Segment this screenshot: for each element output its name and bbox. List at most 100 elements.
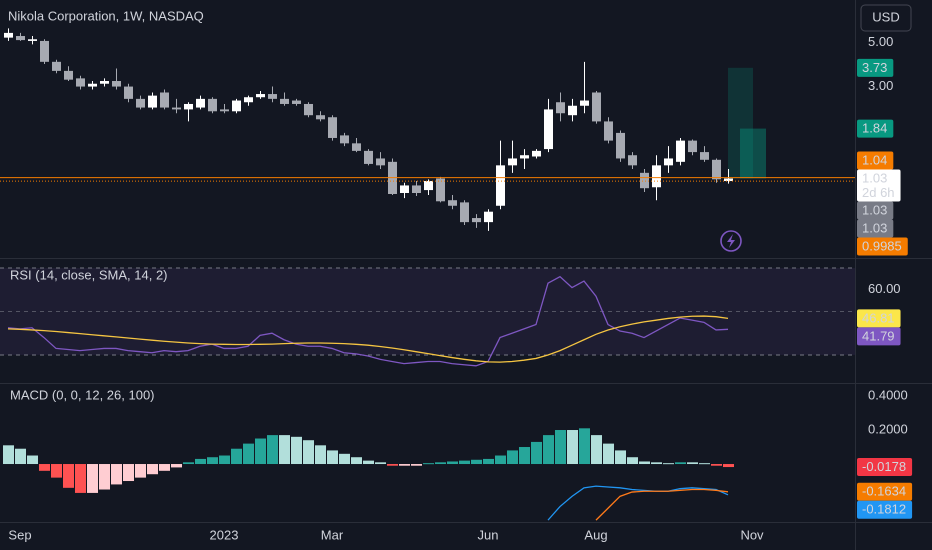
histogram-bar (15, 448, 26, 465)
candle-body (376, 158, 385, 166)
candle-body (628, 155, 637, 166)
candle-body (232, 100, 241, 112)
price-tag (857, 201, 894, 220)
candle-body (508, 158, 517, 166)
candle-body (472, 218, 481, 223)
price-tag-label: 1.03 (862, 170, 887, 185)
histogram-bar (75, 464, 86, 493)
price-tag (857, 219, 894, 238)
histogram-bar (591, 435, 602, 465)
candle-body (424, 181, 433, 191)
candle-body (436, 178, 445, 202)
candle-body (652, 165, 661, 188)
histogram-bar (411, 464, 422, 466)
indicator-line (7, 315, 729, 363)
candle-body (532, 150, 541, 157)
currency-button-frame[interactable] (860, 4, 912, 32)
macd-line (595, 488, 729, 521)
histogram-bar (399, 464, 410, 466)
histogram-bar (615, 450, 626, 465)
price-tag (857, 58, 894, 77)
histogram-bar (159, 464, 170, 471)
histogram-bar (123, 464, 134, 482)
currency-label[interactable]: USD (872, 9, 899, 24)
candle-body (556, 102, 565, 114)
position-target-zone (740, 128, 766, 179)
candle-body (640, 172, 649, 189)
histogram-bar (555, 430, 566, 465)
histogram-bar (483, 458, 494, 465)
y-tick-label: 60.00 (868, 281, 901, 296)
histogram-bar (183, 462, 194, 465)
candle-body (700, 152, 709, 160)
histogram-bar (651, 462, 662, 465)
candle-body (712, 159, 721, 180)
x-tick-label: Nov (740, 527, 764, 542)
x-tick-label: Mar (321, 527, 344, 542)
candle-body (676, 140, 685, 162)
histogram-bar (531, 441, 542, 465)
histogram-bar (603, 443, 614, 465)
histogram-bar (99, 464, 110, 490)
alert-icon-bolt[interactable] (727, 234, 735, 248)
candle-body (340, 135, 349, 144)
price-tag-label: 1.84 (862, 121, 887, 136)
candle-body (352, 143, 361, 151)
candle-body (292, 100, 301, 104)
histogram-bar (435, 462, 446, 465)
candle-body (208, 98, 217, 112)
candle-body (4, 32, 13, 38)
candle-body (568, 105, 577, 116)
histogram-bar (699, 463, 710, 465)
price-tag-label: 46.81 (862, 310, 895, 325)
candle-body (160, 92, 169, 108)
histogram-bar (423, 463, 434, 465)
x-tick-label: Jun (478, 527, 499, 542)
alert-icon[interactable] (720, 230, 742, 252)
histogram-bar (171, 464, 182, 468)
candle-body (304, 103, 313, 116)
histogram-bar (663, 463, 674, 465)
price-tag (857, 119, 894, 138)
candle-body (496, 165, 505, 206)
histogram-bar (279, 435, 290, 465)
candle-body (100, 81, 109, 84)
candle-body (544, 109, 553, 150)
price-tag-label: 0.9985 (862, 238, 902, 253)
currency-button[interactable]: USD (860, 4, 912, 32)
candle-body (460, 202, 469, 223)
candle-body (484, 211, 493, 223)
histogram-bar (363, 460, 374, 465)
candle-body (592, 92, 601, 122)
candle-body (448, 200, 457, 206)
price-tag-label: -0.1812 (862, 502, 906, 517)
pane-title: Nikola Corporation, 1W, NASDAQ (8, 8, 204, 23)
histogram-bar (63, 464, 74, 488)
indicator-line (7, 275, 729, 367)
price-tag-countdown: 2d 6h (862, 185, 895, 200)
histogram-bar (675, 462, 686, 465)
histogram-bar (231, 448, 242, 465)
candle-body (196, 98, 205, 108)
histogram-bar (243, 443, 254, 465)
candle-body (580, 100, 589, 106)
histogram-bar (27, 455, 38, 465)
price-tag-label: 1.03 (862, 220, 887, 235)
x-tick-label: Aug (584, 527, 607, 542)
histogram-bar (375, 462, 386, 465)
candle-body (616, 132, 625, 159)
macd-line (547, 485, 729, 521)
histogram-bar (687, 462, 698, 465)
candle-body (88, 83, 97, 87)
candle-body (220, 109, 229, 112)
candle-body (148, 95, 157, 108)
y-tick-label: 0.4000 (868, 387, 908, 402)
x-tick-label: Sep (8, 527, 31, 542)
histogram-bar (315, 445, 326, 465)
price-tag-label: -0.0178 (862, 459, 906, 474)
alert-icon-ring[interactable] (720, 230, 742, 252)
price-tag (857, 482, 913, 501)
histogram-bar (291, 436, 302, 465)
